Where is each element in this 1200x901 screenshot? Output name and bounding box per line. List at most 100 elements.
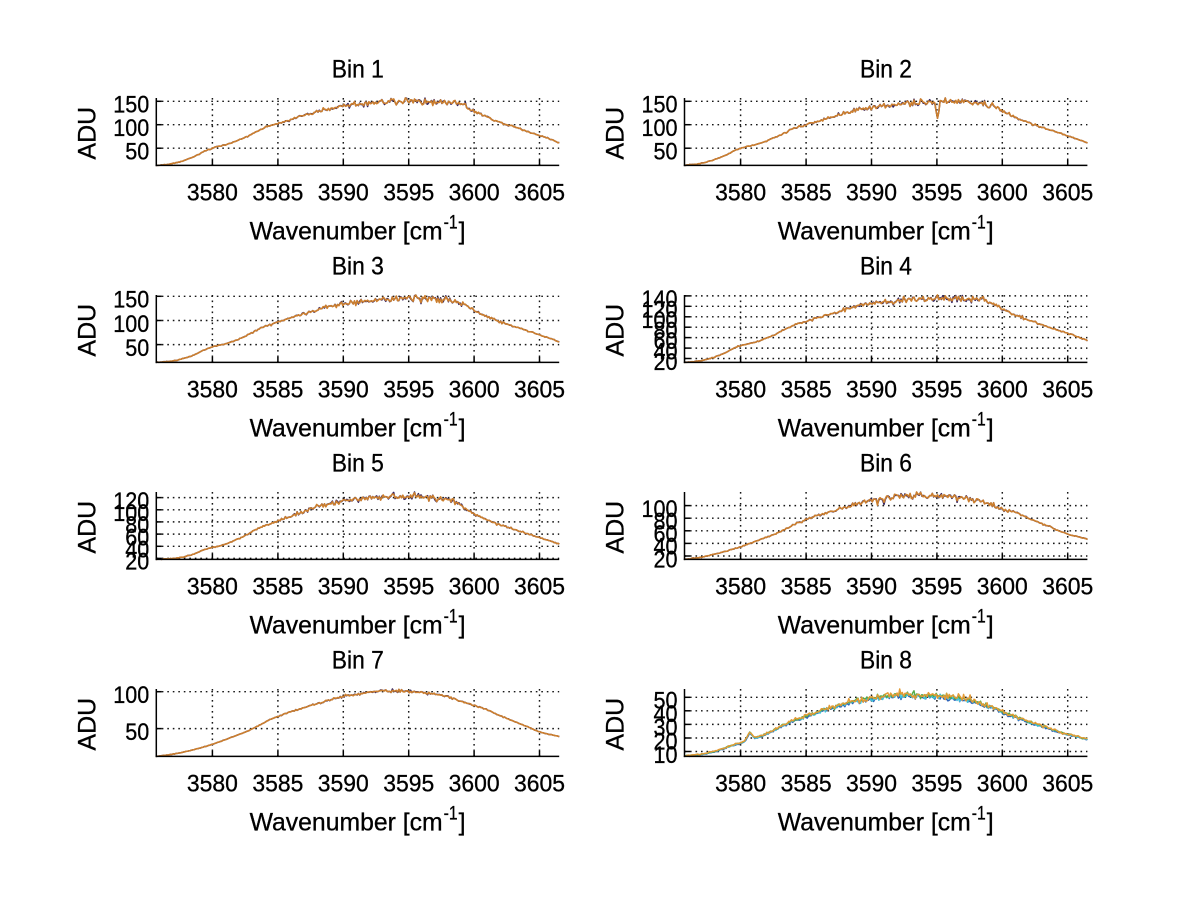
svg-text:3605: 3605: [1042, 574, 1093, 601]
svg-text:3600: 3600: [977, 574, 1028, 601]
svg-text:Bin 8: Bin 8: [860, 647, 912, 675]
svg-text:3595: 3595: [383, 574, 434, 601]
svg-text:3600: 3600: [449, 574, 500, 601]
svg-text:20: 20: [125, 549, 149, 576]
svg-text:]: ]: [987, 611, 994, 639]
svg-text:-1: -1: [444, 409, 458, 430]
svg-text:3585: 3585: [252, 574, 303, 601]
svg-text:3590: 3590: [318, 771, 369, 798]
svg-text:150: 150: [113, 287, 149, 314]
svg-text:]: ]: [459, 414, 466, 442]
svg-text:100: 100: [642, 307, 678, 334]
svg-text:60: 60: [654, 521, 678, 548]
svg-text:50: 50: [125, 719, 149, 746]
svg-text:60: 60: [125, 524, 149, 551]
svg-text:50: 50: [654, 688, 678, 715]
svg-text:3580: 3580: [715, 180, 766, 207]
svg-text:100: 100: [642, 496, 678, 523]
svg-text:]: ]: [987, 808, 994, 836]
svg-text:3590: 3590: [846, 574, 897, 601]
svg-text:20: 20: [654, 728, 678, 755]
svg-text:ADU: ADU: [602, 304, 630, 357]
svg-text:50: 50: [654, 139, 678, 166]
svg-text:Wavenumber [cm: Wavenumber [cm: [250, 808, 443, 836]
svg-text:100: 100: [113, 500, 149, 527]
svg-text:ADU: ADU: [602, 698, 630, 751]
svg-text:3600: 3600: [977, 771, 1028, 798]
svg-text:3605: 3605: [1042, 771, 1093, 798]
svg-text:3600: 3600: [977, 180, 1028, 207]
svg-text:80: 80: [125, 512, 149, 539]
svg-text:Wavenumber [cm: Wavenumber [cm: [250, 414, 443, 442]
svg-text:]: ]: [987, 217, 994, 245]
svg-text:40: 40: [654, 338, 678, 365]
svg-text:3605: 3605: [1042, 377, 1093, 404]
svg-text:3580: 3580: [715, 574, 766, 601]
svg-text:3595: 3595: [911, 180, 962, 207]
svg-text:3605: 3605: [514, 771, 565, 798]
svg-text:ADU: ADU: [74, 501, 102, 554]
svg-text:ADU: ADU: [602, 501, 630, 554]
svg-text:3590: 3590: [846, 377, 897, 404]
svg-text:40: 40: [125, 537, 149, 564]
svg-text:3605: 3605: [514, 574, 565, 601]
svg-text:]: ]: [459, 217, 466, 245]
svg-text:80: 80: [654, 318, 678, 345]
svg-text:3600: 3600: [977, 377, 1028, 404]
svg-text:3585: 3585: [781, 771, 832, 798]
svg-text:-1: -1: [444, 212, 458, 233]
svg-text:150: 150: [113, 92, 149, 119]
svg-text:3580: 3580: [187, 574, 238, 601]
svg-text:3580: 3580: [715, 771, 766, 798]
svg-text:3590: 3590: [318, 574, 369, 601]
svg-text:50: 50: [125, 335, 149, 362]
svg-text:3600: 3600: [449, 377, 500, 404]
svg-text:3595: 3595: [383, 180, 434, 207]
svg-text:]: ]: [459, 611, 466, 639]
svg-text:-1: -1: [444, 606, 458, 627]
svg-text:Bin 5: Bin 5: [332, 450, 384, 478]
svg-text:3595: 3595: [911, 771, 962, 798]
svg-text:Bin 4: Bin 4: [860, 253, 912, 281]
svg-text:100: 100: [113, 115, 149, 142]
svg-text:3585: 3585: [252, 377, 303, 404]
svg-text:Wavenumber [cm: Wavenumber [cm: [778, 414, 971, 442]
svg-text:3600: 3600: [449, 771, 500, 798]
svg-text:3605: 3605: [514, 180, 565, 207]
svg-text:-1: -1: [972, 606, 986, 627]
svg-text:3580: 3580: [187, 377, 238, 404]
svg-text:Bin 3: Bin 3: [332, 253, 384, 281]
svg-text:3580: 3580: [187, 180, 238, 207]
svg-text:100: 100: [113, 311, 149, 338]
svg-text:3580: 3580: [187, 771, 238, 798]
svg-text:40: 40: [654, 701, 678, 728]
svg-text:3585: 3585: [781, 574, 832, 601]
svg-text:Bin 1: Bin 1: [332, 56, 384, 84]
svg-text:3585: 3585: [252, 771, 303, 798]
svg-text:3585: 3585: [781, 377, 832, 404]
svg-text:120: 120: [642, 297, 678, 324]
svg-text:100: 100: [113, 682, 149, 709]
svg-text:Wavenumber [cm: Wavenumber [cm: [250, 217, 443, 245]
svg-text:3600: 3600: [449, 180, 500, 207]
svg-text:Bin 6: Bin 6: [860, 450, 912, 478]
svg-text:10: 10: [654, 742, 678, 769]
svg-text:80: 80: [654, 509, 678, 536]
svg-text:3595: 3595: [383, 377, 434, 404]
svg-text:Wavenumber [cm: Wavenumber [cm: [778, 611, 971, 639]
svg-text:Bin 7: Bin 7: [332, 647, 384, 675]
svg-text:3595: 3595: [383, 771, 434, 798]
svg-text:150: 150: [642, 92, 678, 119]
svg-text:Wavenumber [cm: Wavenumber [cm: [778, 808, 971, 836]
svg-text:-1: -1: [972, 212, 986, 233]
svg-text:100: 100: [642, 115, 678, 142]
svg-text:3595: 3595: [911, 377, 962, 404]
svg-text:Bin 2: Bin 2: [860, 56, 912, 84]
svg-text:3580: 3580: [715, 377, 766, 404]
svg-text:3590: 3590: [318, 377, 369, 404]
svg-text:-1: -1: [444, 803, 458, 824]
svg-text:Wavenumber [cm: Wavenumber [cm: [778, 217, 971, 245]
svg-text:3605: 3605: [514, 377, 565, 404]
svg-text:-1: -1: [972, 803, 986, 824]
svg-text:3605: 3605: [1042, 180, 1093, 207]
